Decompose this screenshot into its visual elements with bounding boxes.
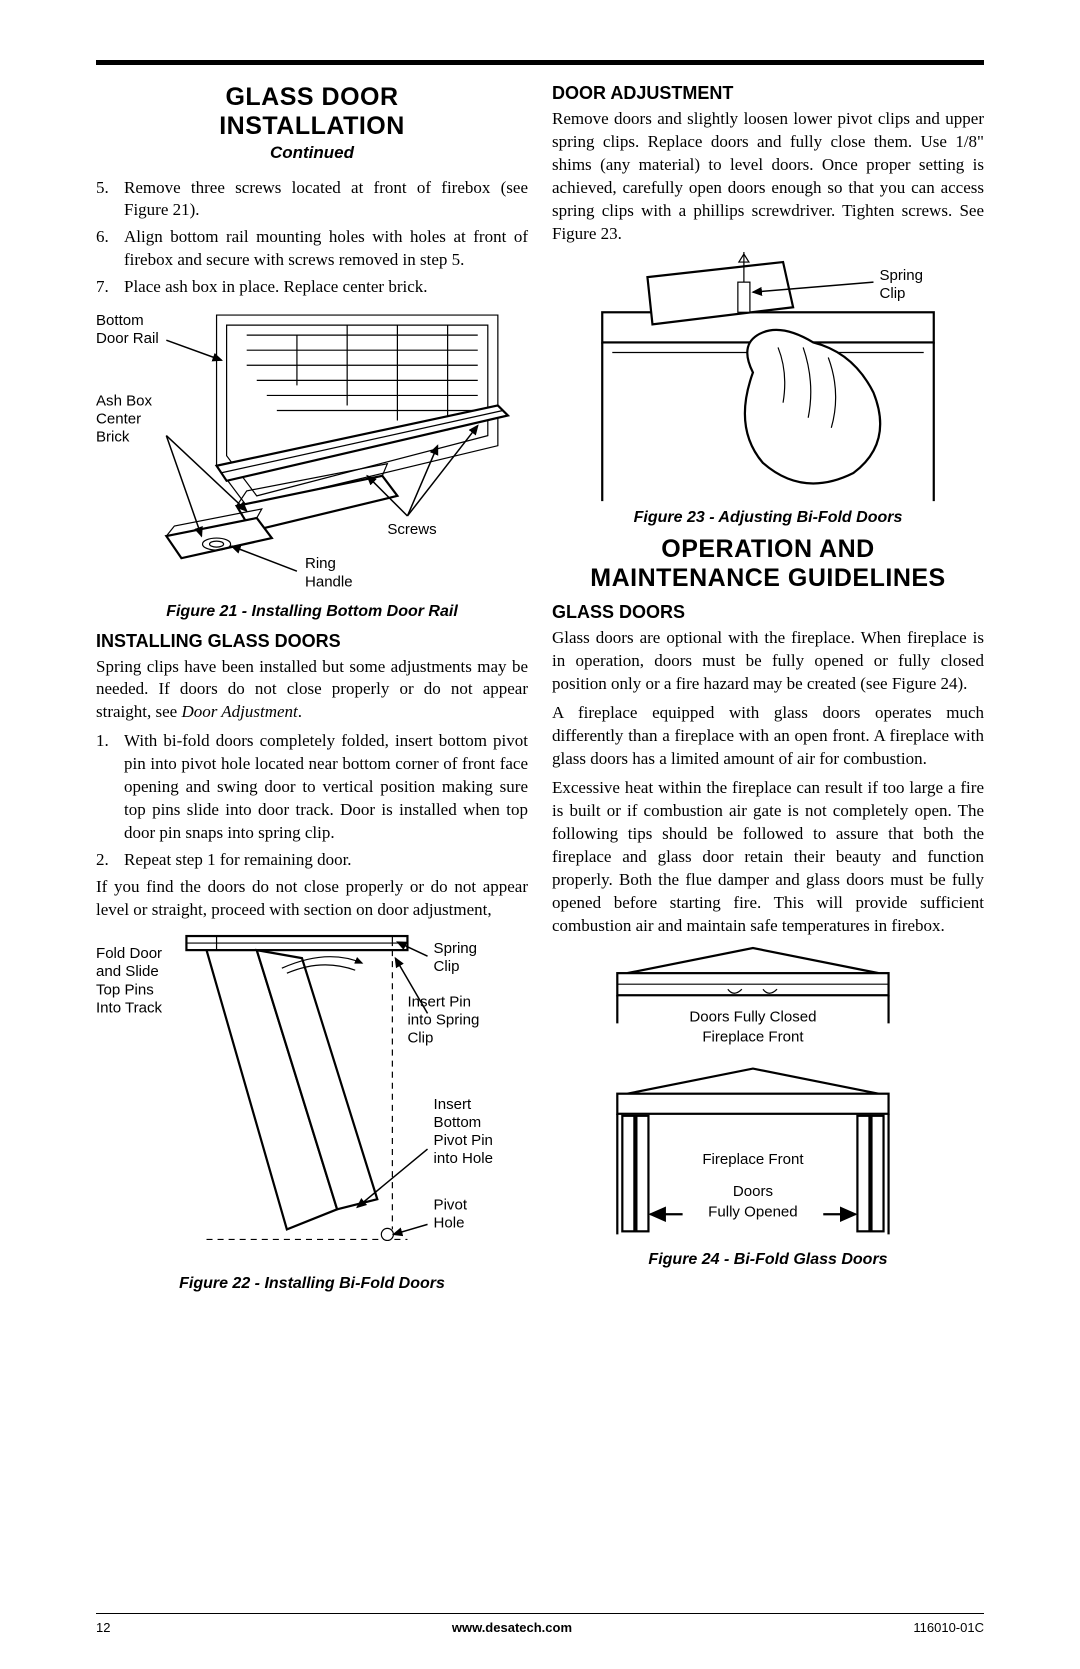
title-line1: GLASS DOOR [225,83,398,111]
paragraph: A fireplace equipped with glass doors op… [552,702,984,771]
label: Ash Box [96,393,153,410]
step-list-1: 5.Remove three screws located at front o… [96,177,528,300]
step-num: 5. [96,177,124,223]
label: Fully Opened [708,1204,798,1221]
label: Center [96,411,141,428]
label: Clip [434,958,460,975]
label: Pivot Pin [434,1132,493,1149]
label: Ring [305,555,336,572]
step-text: With bi-fold doors completely folded, in… [124,730,528,845]
label: Clip [407,1029,433,1046]
page-number: 12 [96,1620,110,1635]
step-num: 7. [96,276,124,299]
subheading-glass-doors: GLASS DOORS [552,602,984,623]
label: into Spring [407,1011,479,1028]
label: Clip [880,285,906,302]
figure-21-diagram: Bottom Door Rail Ash Box Center Brick Sc… [96,305,528,596]
title-line2: MAINTENANCE GUIDELINES [590,564,945,592]
two-column-layout: GLASS DOOR INSTALLATION Continued 5.Remo… [96,83,984,1301]
figure-22-caption: Figure 22 - Installing Bi-Fold Doors [96,1275,528,1293]
step-num: 2. [96,849,124,872]
figure-23-caption: Figure 23 - Adjusting Bi-Fold Doors [552,509,984,527]
label: Door Rail [96,330,159,347]
para-text: . [298,702,302,721]
step-num: 6. [96,226,124,272]
label: Into Track [96,999,163,1016]
figure-21-caption: Figure 21 - Installing Bottom Door Rail [96,603,528,621]
label: Insert [434,1096,472,1113]
label: Fireplace Front [702,1151,804,1168]
step-item: 2.Repeat step 1 for remaining door. [96,849,528,872]
label: Fold Door [96,945,162,962]
figure-24-diagram: Doors Fully Closed Fireplace Front Firep… [552,943,984,1244]
label: Insert Pin [407,993,471,1010]
label: Brick [96,429,130,446]
footer-site: www.desatech.com [452,1620,572,1635]
continued-label: Continued [96,143,528,163]
subheading-installing-glass-doors: INSTALLING GLASS DOORS [96,631,528,652]
para-italic: Door Adjustment [181,702,297,721]
step-num: 1. [96,730,124,845]
step-text: Align bottom rail mounting holes with ho… [124,226,528,272]
figure-22-diagram: Fold Door and Slide Top Pins Into Track … [96,928,528,1270]
label: Doors Fully Closed [689,1009,816,1026]
label: into Hole [434,1150,493,1167]
step-item: 5.Remove three screws located at front o… [96,177,528,223]
paragraph: Glass doors are optional with the firepl… [552,627,984,696]
label: Spring [434,940,478,957]
footer-code: 116010-01C [913,1620,984,1635]
step-text: Repeat step 1 for remaining door. [124,849,528,872]
label: Bottom [96,312,144,329]
label: Fireplace Front [702,1029,804,1046]
para-text: Spring clips have been installed but som… [96,657,528,722]
paragraph: Excessive heat within the fireplace can … [552,777,984,938]
label: Pivot [434,1196,468,1213]
label: Bottom [434,1114,482,1131]
section-title-operation: OPERATION AND MAINTENANCE GUIDELINES [552,535,984,593]
label: Top Pins [96,981,154,998]
paragraph: If you find the doors do not close prope… [96,876,528,922]
title-line2: INSTALLATION [219,112,405,140]
label: Hole [434,1214,465,1231]
top-rule [96,60,984,65]
step-list-2: 1.With bi-fold doors completely folded, … [96,730,528,872]
paragraph: Spring clips have been installed but som… [96,656,528,725]
step-item: 6.Align bottom rail mounting holes with … [96,226,528,272]
step-text: Place ash box in place. Replace center b… [124,276,528,299]
figure-24-caption: Figure 24 - Bi-Fold Glass Doors [552,1251,984,1269]
title-line1: OPERATION AND [661,535,874,563]
step-text: Remove three screws located at front of … [124,177,528,223]
page-footer: 12 www.desatech.com 116010-01C [96,1613,984,1635]
subheading-door-adjustment: DOOR ADJUSTMENT [552,83,984,104]
step-item: 7.Place ash box in place. Replace center… [96,276,528,299]
section-title: GLASS DOOR INSTALLATION [96,83,528,141]
left-column: GLASS DOOR INSTALLATION Continued 5.Remo… [96,83,528,1301]
figure-23-diagram: Spring Clip [552,252,984,503]
right-column: DOOR ADJUSTMENT Remove doors and slightl… [552,83,984,1301]
paragraph: Remove doors and slightly loosen lower p… [552,108,984,246]
label: Doors [733,1184,773,1201]
step-item: 1.With bi-fold doors completely folded, … [96,730,528,845]
label: and Slide [96,963,159,980]
label: Screws [387,521,436,538]
label: Handle [305,573,353,590]
label: Spring [880,267,924,284]
